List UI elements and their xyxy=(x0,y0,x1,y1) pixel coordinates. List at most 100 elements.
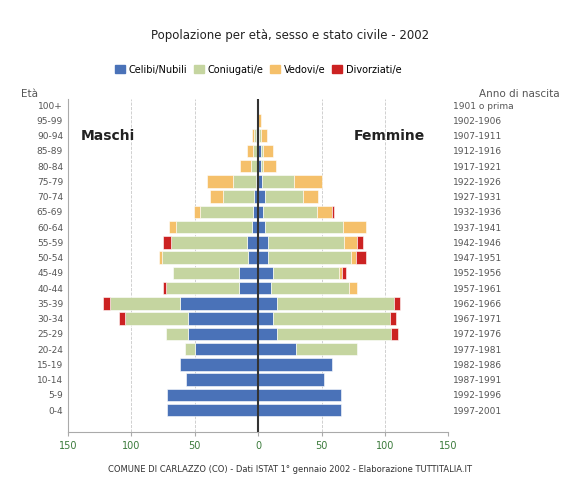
Bar xyxy=(248,252,258,264)
Bar xyxy=(258,312,273,325)
Bar xyxy=(257,114,258,127)
Bar xyxy=(263,205,317,218)
Bar xyxy=(269,236,345,249)
Bar xyxy=(180,358,258,371)
Bar xyxy=(169,221,176,233)
Text: COMUNE DI CARLAZZO (CO) - Dati ISTAT 1° gennaio 2002 - Elaborazione TUTTITALIA.I: COMUNE DI CARLAZZO (CO) - Dati ISTAT 1° … xyxy=(108,465,472,474)
Bar xyxy=(186,373,258,386)
Bar xyxy=(264,221,343,233)
Bar xyxy=(246,236,258,249)
Bar xyxy=(258,175,262,188)
Text: Popolazione per età, sesso e stato civile - 2002: Popolazione per età, sesso e stato civil… xyxy=(151,29,429,43)
Bar xyxy=(188,328,258,340)
Bar xyxy=(351,252,356,264)
Bar xyxy=(200,205,253,218)
Bar xyxy=(258,297,277,310)
Bar xyxy=(208,175,233,188)
Bar xyxy=(194,205,200,218)
Bar xyxy=(258,267,273,279)
Bar xyxy=(296,343,357,355)
Bar xyxy=(253,144,257,157)
Bar xyxy=(167,404,258,417)
Bar xyxy=(173,267,239,279)
Bar xyxy=(392,328,398,340)
Legend: Celibi/Nubili, Coniugati/e, Vedovi/e, Divorziati/e: Celibi/Nubili, Coniugati/e, Vedovi/e, Di… xyxy=(111,60,405,78)
Bar xyxy=(166,282,239,294)
Bar xyxy=(356,252,366,264)
Bar xyxy=(167,389,258,401)
Bar xyxy=(339,267,342,279)
Bar xyxy=(258,114,261,127)
Bar xyxy=(263,144,273,157)
Bar xyxy=(273,267,339,279)
Text: Età: Età xyxy=(20,89,38,99)
Bar xyxy=(343,221,366,233)
Bar xyxy=(258,328,277,340)
Bar xyxy=(252,129,255,142)
Bar xyxy=(258,144,261,157)
Bar xyxy=(255,129,256,142)
Bar xyxy=(223,191,255,203)
Text: Femmine: Femmine xyxy=(353,129,425,143)
Bar xyxy=(342,267,346,279)
Bar xyxy=(345,236,357,249)
Bar xyxy=(258,236,269,249)
Bar xyxy=(264,191,303,203)
Bar xyxy=(110,297,180,310)
Bar xyxy=(350,282,357,294)
Bar xyxy=(103,297,110,310)
Bar xyxy=(258,221,264,233)
Bar xyxy=(241,160,251,172)
Bar xyxy=(180,297,258,310)
Bar xyxy=(269,252,351,264)
Bar xyxy=(246,144,253,157)
Bar xyxy=(258,282,271,294)
Bar xyxy=(163,282,166,294)
Bar xyxy=(239,282,258,294)
Bar xyxy=(258,252,269,264)
Bar xyxy=(257,160,258,172)
Bar xyxy=(357,236,364,249)
Bar xyxy=(277,297,394,310)
Bar xyxy=(271,282,350,294)
Bar xyxy=(258,160,261,172)
Bar xyxy=(317,205,332,218)
Bar xyxy=(233,175,256,188)
Bar xyxy=(188,312,258,325)
Bar xyxy=(210,191,223,203)
Text: Anno di nascita: Anno di nascita xyxy=(479,89,560,99)
Bar xyxy=(332,205,334,218)
Bar xyxy=(251,160,257,172)
Bar xyxy=(261,129,267,142)
Bar xyxy=(277,328,392,340)
Bar xyxy=(261,160,263,172)
Bar xyxy=(119,312,125,325)
Text: Maschi: Maschi xyxy=(81,129,135,143)
Bar xyxy=(184,343,195,355)
Bar xyxy=(293,175,321,188)
Bar xyxy=(195,343,258,355)
Bar xyxy=(162,252,248,264)
Bar xyxy=(258,129,259,142)
Bar xyxy=(258,343,296,355)
Bar xyxy=(258,191,264,203)
Bar xyxy=(163,236,171,249)
Bar xyxy=(125,312,188,325)
Bar xyxy=(303,191,318,203)
Bar xyxy=(257,144,258,157)
Bar xyxy=(263,160,276,172)
Bar xyxy=(258,205,263,218)
Bar xyxy=(256,129,258,142)
Bar xyxy=(258,373,324,386)
Bar xyxy=(262,175,293,188)
Bar xyxy=(390,312,396,325)
Bar xyxy=(261,144,263,157)
Bar xyxy=(166,328,188,340)
Bar xyxy=(256,175,258,188)
Bar xyxy=(160,252,162,264)
Bar xyxy=(252,221,258,233)
Bar xyxy=(259,129,261,142)
Bar xyxy=(255,191,258,203)
Bar xyxy=(258,358,332,371)
Bar xyxy=(176,221,252,233)
